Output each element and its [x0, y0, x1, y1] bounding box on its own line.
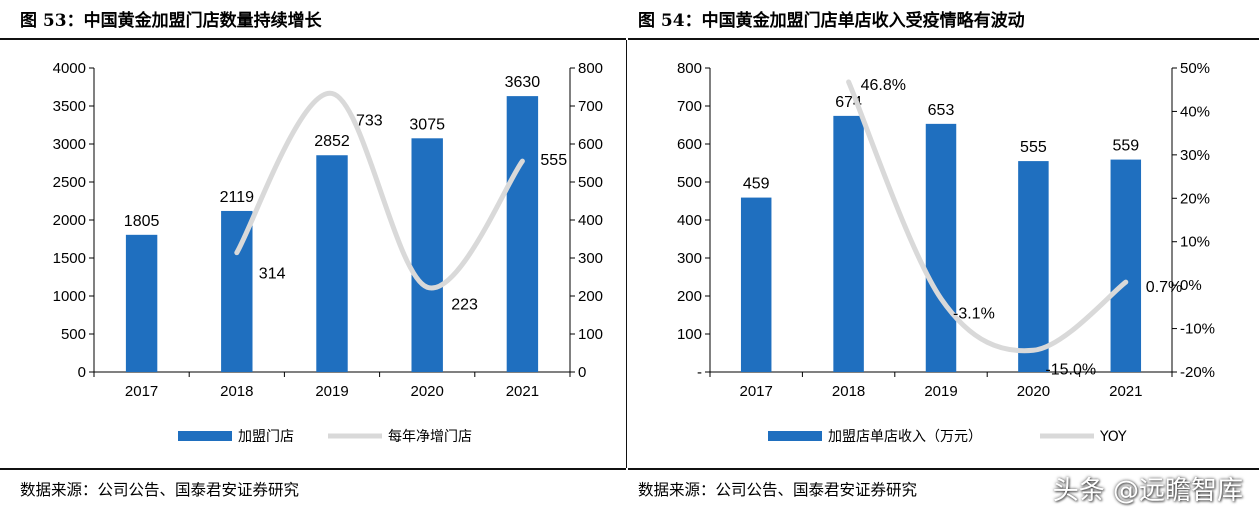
left-y2-tick-label: 800 — [578, 60, 603, 77]
left-y2-tick-label: 300 — [578, 250, 603, 267]
left-x-tick-label: 2020 — [411, 383, 444, 400]
right-y2-tick-label: 30% — [1180, 147, 1210, 164]
left-line-series — [234, 90, 525, 291]
right-line-series — [846, 79, 1129, 354]
right-bar — [925, 123, 957, 372]
left-line-value-label: 555 — [540, 152, 567, 169]
left-bar-value-label: 2852 — [314, 133, 350, 150]
right-bar-value-label: 653 — [928, 102, 955, 119]
right-line-value-label: 46.8% — [861, 77, 906, 94]
right-bar — [740, 197, 772, 372]
left-chart: 0 500 1000 1500 2000 2500 3000 3500 4000 0 100 200 3… — [53, 60, 603, 445]
right-bar-value-label: 459 — [743, 176, 770, 193]
right-y-tick-label: 800 — [677, 60, 702, 77]
left-y2-tick-label: 600 — [578, 136, 603, 153]
right-x-tick-label: 2020 — [1017, 383, 1050, 400]
left-y-tick-label: 3500 — [53, 98, 86, 115]
left-y2-tick-label: 500 — [578, 174, 603, 191]
right-figure-title: 图 54：中国黄金加盟门店单店收入受疫情略有波动 — [638, 11, 1025, 31]
right-y-tick-label: 100 — [677, 326, 702, 343]
left-figure-title: 图 53：中国黄金加盟门店数量持续增长 — [20, 11, 322, 31]
left-y-tick-label: 3000 — [53, 136, 86, 153]
left-bar-value-label: 3630 — [505, 74, 541, 91]
left-line-value-label: 223 — [451, 296, 478, 313]
left-source-note: 数据来源：公司公告、国泰君安证券研究 — [20, 481, 300, 499]
right-y-tick-label: 200 — [677, 288, 702, 305]
right-y2-tick-label: 50% — [1180, 60, 1210, 77]
left-y-tick-label: 2500 — [53, 174, 86, 191]
left-y-tick-label: 500 — [61, 326, 86, 343]
left-y-tick-label: 1000 — [53, 288, 86, 305]
left-top-rule — [0, 38, 626, 40]
right-bottom-rule — [628, 468, 1259, 470]
right-line-value-label: -3.1% — [953, 306, 995, 323]
right-y2-tick-label: -20% — [1180, 364, 1215, 381]
left-x-tick-label: 2019 — [315, 383, 348, 400]
panel-divider — [626, 40, 627, 468]
left-bar — [316, 155, 348, 372]
left-y2-tick-label: 700 — [578, 98, 603, 115]
right-line-value-label: -15.0% — [1045, 361, 1096, 378]
left-y2-tick-label: 200 — [578, 288, 603, 305]
right-y-tick-label: 500 — [677, 174, 702, 191]
left-bar-value-label: 1805 — [124, 213, 160, 230]
right-legend-line-label: YOY — [1099, 429, 1127, 445]
right-y-tick-label: 400 — [677, 212, 702, 229]
right-top-rule — [628, 38, 1259, 40]
left-bar-value-label: 2119 — [220, 189, 255, 206]
left-bar — [411, 138, 443, 372]
left-legend-line-label: 每年净增门店 — [388, 429, 472, 445]
right-y-tick-label: 300 — [677, 250, 702, 267]
right-bar — [1018, 161, 1049, 372]
left-y2-tick-label: 400 — [578, 212, 603, 229]
right-x-tick-label: 2019 — [924, 383, 957, 400]
right-x-tick-label: 2021 — [1109, 383, 1142, 400]
left-bar — [125, 234, 158, 372]
left-bar-value-label: 3075 — [409, 116, 445, 133]
left-y2-tick-label: 0 — [578, 364, 586, 381]
right-chart: - 100 200 300 400 500 600 700 800 -20% -10% 0% 10% 20… — [677, 60, 1215, 445]
right-y2-tick-label: 20% — [1180, 190, 1210, 207]
left-y2-tick-label: 100 — [578, 326, 603, 343]
left-x-tick-label: 2018 — [220, 383, 253, 400]
left-legend-bar-label: 加盟门店 — [238, 429, 294, 445]
right-y-tick-label: - — [697, 364, 702, 381]
left-bar — [221, 210, 253, 372]
left-line-value-label: 314 — [259, 266, 286, 283]
left-bottom-rule — [0, 468, 626, 470]
right-y2-tick-label: 0% — [1180, 277, 1202, 294]
right-bar-value-label: 559 — [1112, 138, 1139, 155]
left-figure-panel: 图 53：中国黄金加盟门店数量持续增长 0 500 1000 1500 2000 2500… — [0, 0, 628, 515]
right-line-value-label: 0.7% — [1146, 279, 1182, 296]
watermark: 头条 @远瞻智库 — [1052, 476, 1243, 506]
right-y2-tick-label: 40% — [1180, 103, 1210, 120]
right-bar — [1110, 159, 1142, 372]
left-x-tick-label: 2021 — [506, 383, 539, 400]
right-legend-bar-swatch — [768, 431, 822, 441]
right-y2-tick-label: 10% — [1180, 234, 1210, 251]
right-source-note: 数据来源：公司公告、国泰君安证券研究 — [638, 481, 918, 499]
left-x-tick-label: 2017 — [125, 383, 158, 400]
right-bar — [833, 115, 864, 372]
left-bar — [506, 96, 539, 372]
right-x-tick-label: 2017 — [740, 383, 773, 400]
left-line-value-label: 733 — [356, 112, 383, 129]
left-y-tick-label: 4000 — [53, 60, 86, 77]
right-legend-bar-label: 加盟店单店收入（万元） — [828, 429, 982, 445]
left-y-tick-label: 2000 — [53, 212, 86, 229]
right-x-tick-label: 2018 — [832, 383, 865, 400]
left-y-tick-label: 1500 — [53, 250, 86, 267]
right-y2-tick-label: -10% — [1180, 321, 1215, 338]
right-y-tick-label: 700 — [677, 98, 702, 115]
right-figure-panel: 图 54：中国黄金加盟门店单店收入受疫情略有波动 - 100 200 300 400 50… — [628, 0, 1259, 515]
left-y-tick-label: 0 — [78, 364, 86, 381]
left-legend-bar-swatch — [178, 431, 232, 441]
right-bar-value-label: 555 — [1020, 139, 1047, 156]
right-y-tick-label: 600 — [677, 136, 702, 153]
